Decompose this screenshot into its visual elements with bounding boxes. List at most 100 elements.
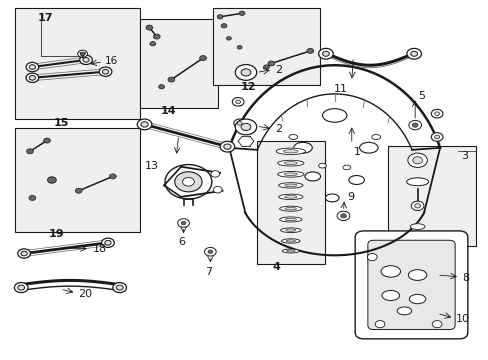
Circle shape bbox=[75, 188, 82, 193]
Circle shape bbox=[174, 172, 202, 192]
Text: 19: 19 bbox=[49, 229, 64, 239]
Circle shape bbox=[102, 238, 114, 247]
Circle shape bbox=[237, 122, 242, 125]
Text: 4: 4 bbox=[272, 262, 280, 272]
Circle shape bbox=[318, 48, 332, 59]
Text: 13: 13 bbox=[144, 161, 159, 171]
Circle shape bbox=[99, 67, 112, 76]
Ellipse shape bbox=[278, 194, 303, 199]
FancyBboxPatch shape bbox=[367, 240, 454, 329]
Circle shape bbox=[80, 52, 85, 55]
Ellipse shape bbox=[409, 224, 424, 229]
Text: 5: 5 bbox=[418, 91, 425, 101]
Circle shape bbox=[116, 285, 123, 290]
Text: 7: 7 bbox=[205, 267, 212, 277]
Circle shape bbox=[47, 177, 56, 183]
Ellipse shape bbox=[276, 148, 305, 154]
Circle shape bbox=[410, 51, 417, 56]
Circle shape bbox=[18, 285, 24, 290]
Ellipse shape bbox=[305, 172, 320, 181]
Circle shape bbox=[29, 195, 36, 201]
Circle shape bbox=[235, 119, 256, 135]
Circle shape bbox=[150, 41, 156, 46]
Circle shape bbox=[29, 76, 36, 80]
Circle shape bbox=[241, 123, 250, 131]
Circle shape bbox=[141, 122, 148, 127]
Text: 6: 6 bbox=[178, 237, 185, 247]
Ellipse shape bbox=[406, 178, 427, 186]
Circle shape bbox=[221, 24, 226, 28]
Circle shape bbox=[182, 177, 194, 186]
Circle shape bbox=[235, 64, 256, 80]
Ellipse shape bbox=[408, 294, 425, 304]
Circle shape bbox=[137, 119, 152, 130]
Circle shape bbox=[146, 25, 153, 30]
Circle shape bbox=[406, 48, 421, 59]
Bar bbox=[212, 8, 320, 85]
Circle shape bbox=[237, 45, 242, 49]
Ellipse shape bbox=[348, 176, 364, 184]
Circle shape bbox=[366, 253, 376, 261]
Ellipse shape bbox=[285, 207, 296, 210]
Circle shape bbox=[153, 34, 160, 39]
Text: 18: 18 bbox=[92, 244, 106, 254]
Ellipse shape bbox=[282, 249, 299, 253]
Ellipse shape bbox=[318, 163, 326, 168]
Circle shape bbox=[336, 211, 349, 221]
Text: 3: 3 bbox=[461, 151, 468, 161]
Ellipse shape bbox=[322, 109, 346, 122]
Bar bbox=[387, 146, 475, 246]
Ellipse shape bbox=[325, 194, 338, 202]
Circle shape bbox=[181, 221, 185, 225]
Ellipse shape bbox=[280, 228, 301, 233]
Text: 17: 17 bbox=[37, 13, 53, 23]
Ellipse shape bbox=[371, 134, 380, 139]
Circle shape bbox=[374, 320, 384, 328]
Ellipse shape bbox=[288, 134, 297, 139]
Circle shape bbox=[239, 11, 244, 15]
Ellipse shape bbox=[284, 173, 297, 176]
Circle shape bbox=[21, 251, 27, 256]
Ellipse shape bbox=[279, 206, 302, 211]
Circle shape bbox=[414, 204, 420, 208]
Ellipse shape bbox=[381, 291, 399, 301]
Ellipse shape bbox=[277, 160, 304, 166]
Text: 14: 14 bbox=[161, 107, 176, 117]
Circle shape bbox=[164, 165, 211, 199]
Ellipse shape bbox=[407, 270, 426, 280]
Circle shape bbox=[158, 85, 164, 89]
Text: 16: 16 bbox=[104, 55, 118, 66]
Circle shape bbox=[210, 171, 219, 177]
Ellipse shape bbox=[281, 239, 300, 243]
Circle shape bbox=[29, 65, 36, 69]
Ellipse shape bbox=[284, 162, 297, 165]
Text: 15: 15 bbox=[54, 118, 69, 128]
Ellipse shape bbox=[277, 171, 304, 177]
Circle shape bbox=[207, 250, 212, 253]
Text: 10: 10 bbox=[455, 314, 469, 324]
Circle shape bbox=[220, 141, 234, 152]
Ellipse shape bbox=[380, 266, 400, 277]
Text: 1: 1 bbox=[353, 147, 361, 157]
Circle shape bbox=[411, 123, 417, 127]
FancyBboxPatch shape bbox=[354, 231, 467, 339]
Circle shape bbox=[82, 58, 89, 62]
Ellipse shape bbox=[293, 142, 312, 153]
Text: 11: 11 bbox=[333, 84, 347, 94]
Circle shape bbox=[26, 62, 39, 72]
Circle shape bbox=[204, 247, 216, 256]
Circle shape bbox=[80, 55, 92, 64]
Bar bbox=[15, 8, 140, 119]
Circle shape bbox=[104, 240, 111, 245]
Ellipse shape bbox=[286, 250, 294, 252]
Bar bbox=[140, 19, 217, 108]
Text: 2: 2 bbox=[274, 124, 281, 134]
Circle shape bbox=[113, 283, 126, 293]
Circle shape bbox=[407, 153, 427, 167]
Circle shape bbox=[18, 249, 30, 258]
Circle shape bbox=[430, 109, 442, 118]
Ellipse shape bbox=[285, 240, 295, 242]
Ellipse shape bbox=[285, 218, 296, 221]
Circle shape bbox=[434, 135, 439, 139]
Circle shape bbox=[213, 186, 222, 193]
